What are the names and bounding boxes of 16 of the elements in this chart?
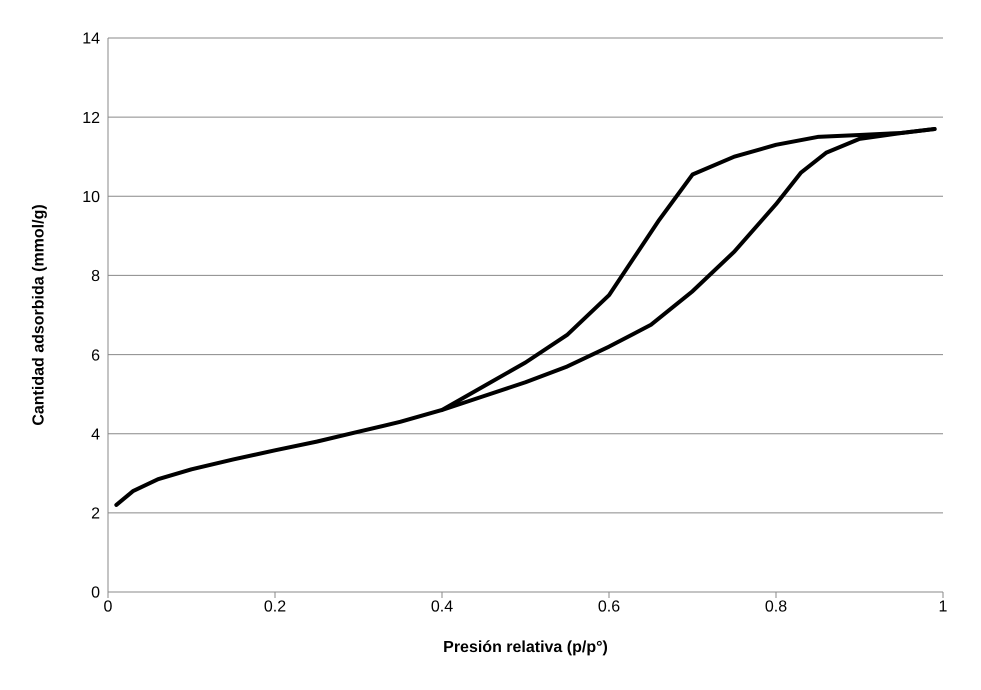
y-tick-label: 10 <box>82 188 100 206</box>
y-tick-label: 2 <box>91 506 100 523</box>
y-tick-label: 0 <box>91 584 100 602</box>
y-tick-label: 6 <box>91 347 100 364</box>
y-tick-label: 12 <box>82 110 100 127</box>
x-axis-title: Presión relativa (p/p°) <box>443 639 608 656</box>
y-axis-title: Cantidad adsorbida (mmol/g) <box>30 204 48 426</box>
y-tick-label: 8 <box>91 268 100 286</box>
x-tick-label: 0.2 <box>264 598 286 616</box>
x-tick-label: 0.4 <box>430 598 454 616</box>
x-tick-label: 0.8 <box>764 598 788 616</box>
x-tick-label: 1 <box>938 598 948 616</box>
x-tick-label: 0 <box>104 598 113 616</box>
x-tick-label: 0.6 <box>598 598 620 616</box>
y-tick-label: 4 <box>91 426 100 444</box>
y-tick-label: 14 <box>82 30 100 48</box>
